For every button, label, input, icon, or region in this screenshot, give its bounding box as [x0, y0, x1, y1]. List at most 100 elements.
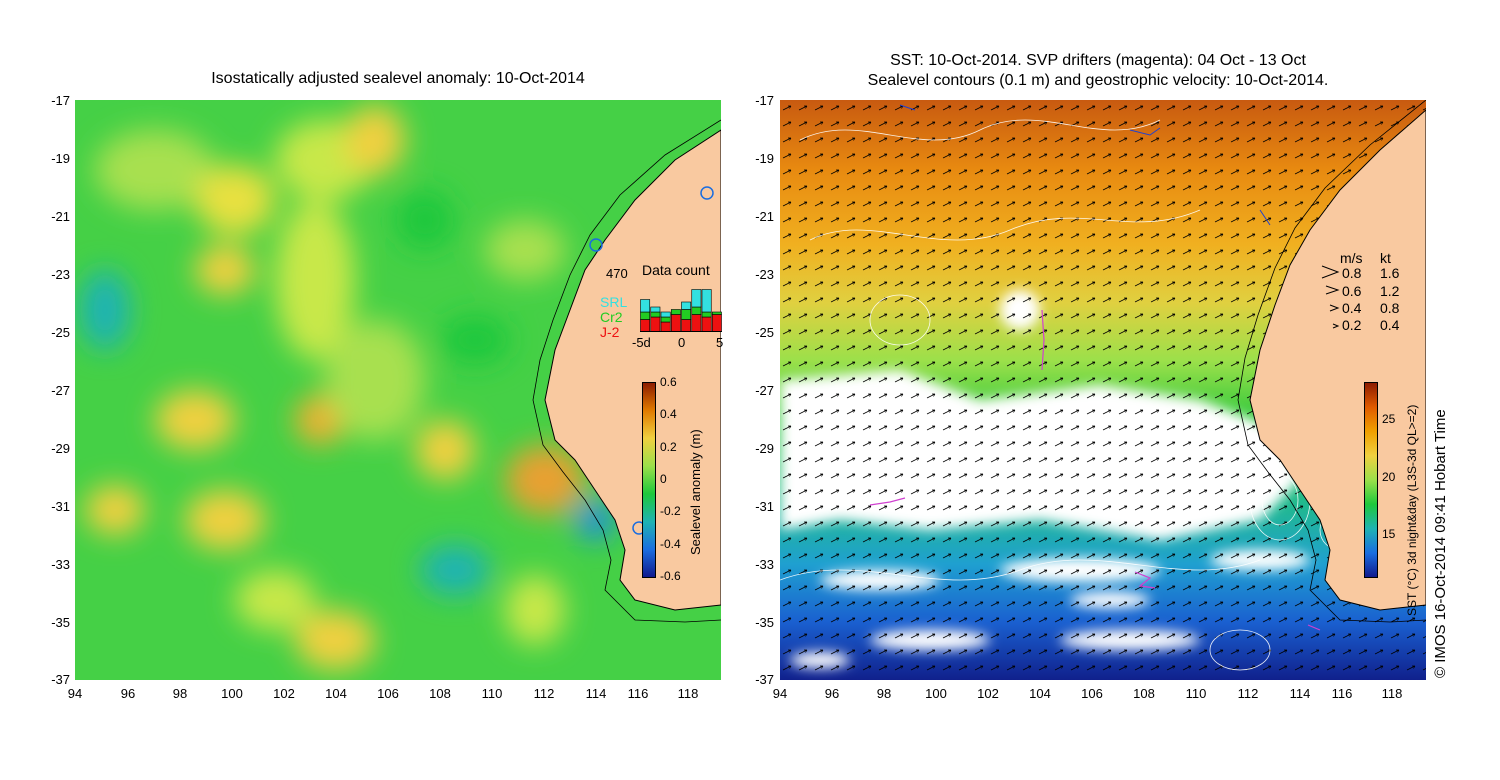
- data-count-bar-cr2: [711, 311, 722, 315]
- left-x-tick: 118: [677, 686, 699, 701]
- left-y-tick: -35: [51, 615, 70, 630]
- right-panel-title-line2: Sealevel contours (0.1 m) and geostrophi…: [867, 72, 1329, 89]
- right-x-tick: 100: [925, 686, 947, 701]
- right-y-tick: -23: [755, 267, 774, 282]
- right-y-tick: -37: [755, 672, 774, 687]
- sealevel-anomaly-map: [75, 100, 721, 680]
- data-count-bar-srl: [640, 299, 651, 313]
- right-x-tick: 116: [1331, 686, 1353, 701]
- sealevel-colorbar-tick: -0.2: [660, 504, 681, 518]
- right-y-tick: -31: [755, 499, 774, 514]
- right-panel-title-line1: SST: 10-Oct-2014. SVP drifters (magenta)…: [890, 52, 1306, 69]
- sealevel-colorbar-tick: 0: [660, 472, 667, 486]
- velocity-legend-arrows: [1321, 265, 1340, 329]
- data-count-bar-j2: [670, 314, 681, 332]
- velocity-legend-kt: 0.8: [1380, 300, 1400, 316]
- left-x-tick: 104: [325, 686, 347, 701]
- left-x-tick: 112: [533, 686, 555, 701]
- velocity-legend-kt: 0.4: [1380, 317, 1400, 333]
- sealevel-colorbar: [642, 382, 656, 578]
- right-y-tick: -35: [755, 615, 774, 630]
- data-count-source-cr2: Cr2: [600, 309, 623, 325]
- velocity-legend-kt: 1.6: [1380, 265, 1400, 281]
- sealevel-colorbar-tick: -0.4: [660, 537, 681, 551]
- right-x-tick: 112: [1237, 686, 1259, 701]
- left-y-tick: -37: [51, 672, 70, 687]
- left-y-tick: -33: [51, 557, 70, 572]
- velocity-legend-header-kt: kt: [1380, 250, 1391, 266]
- sst-colorbar-tick: 20: [1382, 470, 1396, 484]
- velocity-legend-ms: 0.8: [1342, 265, 1362, 281]
- left-x-tick: 110: [481, 686, 503, 701]
- data-count-bar-j2: [711, 314, 722, 332]
- data-count-chart: [640, 289, 722, 332]
- right-x-tick: 96: [824, 686, 840, 701]
- left-x-tick: 114: [585, 686, 607, 701]
- data-count-x-tick: -5d: [632, 335, 651, 350]
- left-y-tick: -27: [51, 383, 70, 398]
- sealevel-colorbar-tick: 0.4: [660, 407, 677, 421]
- right-y-tick: -29: [755, 441, 774, 456]
- right-y-tick: -17: [755, 93, 774, 108]
- data-count-source-j2: J-2: [600, 324, 620, 340]
- data-count-bar-srl: [691, 289, 702, 308]
- left-y-tick: -25: [51, 325, 70, 340]
- sst-colorbar-tick: 25: [1382, 412, 1396, 426]
- data-count-bar-cr2: [701, 311, 712, 318]
- sst-colorbar: [1364, 382, 1378, 578]
- imos-credit: © IMOS 16-Oct-2014 09:41 Hobart Time: [1432, 409, 1449, 678]
- data-count-bar-j2: [650, 316, 661, 332]
- left-y-tick: -31: [51, 499, 70, 514]
- velocity-legend-ms: 0.6: [1342, 283, 1362, 299]
- data-count-bar-cr2: [691, 306, 702, 315]
- data-count-bar-cr2: [670, 309, 681, 315]
- left-y-tick: -17: [51, 93, 70, 108]
- sealevel-colorbar-tick: 0.6: [660, 375, 677, 389]
- left-x-tick: 94: [67, 686, 83, 701]
- data-count-bar-cr2: [660, 316, 671, 323]
- data-count-bar-j2: [660, 321, 671, 332]
- right-y-tick: -27: [755, 383, 774, 398]
- sst-colorbar-tick: 15: [1382, 527, 1396, 541]
- data-count-bar-srl: [701, 289, 712, 313]
- data-count-x-tick: 5: [716, 335, 724, 350]
- data-count-bar-j2: [681, 319, 692, 332]
- right-x-tick: 102: [977, 686, 999, 701]
- data-count-title: Data count: [642, 262, 710, 278]
- left-x-tick: 116: [627, 686, 649, 701]
- left-x-tick: 96: [120, 686, 136, 701]
- data-count-bar-cr2: [681, 309, 692, 320]
- right-x-tick: 94: [772, 686, 788, 701]
- data-count-bar-j2: [701, 316, 712, 332]
- right-x-tick: 108: [1133, 686, 1155, 701]
- left-panel-title: Isostatically adjusted sealevel anomaly:…: [211, 70, 585, 87]
- right-x-tick: 110: [1185, 686, 1207, 701]
- sealevel-colorbar-gradient: [642, 382, 656, 578]
- left-y-tick: -23: [51, 267, 70, 282]
- data-count-bar-j2: [691, 314, 702, 332]
- left-x-tick: 108: [429, 686, 451, 701]
- right-x-tick: 114: [1289, 686, 1311, 701]
- data-count-bar-srl: [650, 306, 661, 313]
- left-x-tick: 98: [172, 686, 188, 701]
- sst-colorbar-gradient: [1364, 382, 1378, 578]
- right-x-tick: 106: [1081, 686, 1103, 701]
- left-x-tick: 106: [377, 686, 399, 701]
- sealevel-colorbar-tick: -0.6: [660, 569, 681, 583]
- left-x-tick: 102: [273, 686, 295, 701]
- data-count-bar-cr2: [640, 311, 651, 320]
- velocity-legend-ms: 0.2: [1342, 317, 1362, 333]
- velocity-legend-ms: 0.4: [1342, 300, 1362, 316]
- data-count-bar-srl: [660, 311, 671, 318]
- data-count-bar-cr2: [650, 311, 661, 318]
- left-x-tick: 100: [221, 686, 243, 701]
- left-y-tick: -19: [51, 151, 70, 166]
- sealevel-colorbar-tick: 0.2: [660, 440, 677, 454]
- sst-map: [780, 100, 1426, 680]
- right-x-tick: 104: [1029, 686, 1051, 701]
- right-y-tick: -25: [755, 325, 774, 340]
- data-count-max: 470: [606, 266, 628, 281]
- right-x-tick: 118: [1381, 686, 1403, 701]
- right-y-tick: -33: [755, 557, 774, 572]
- velocity-legend-header-ms: m/s: [1340, 250, 1363, 266]
